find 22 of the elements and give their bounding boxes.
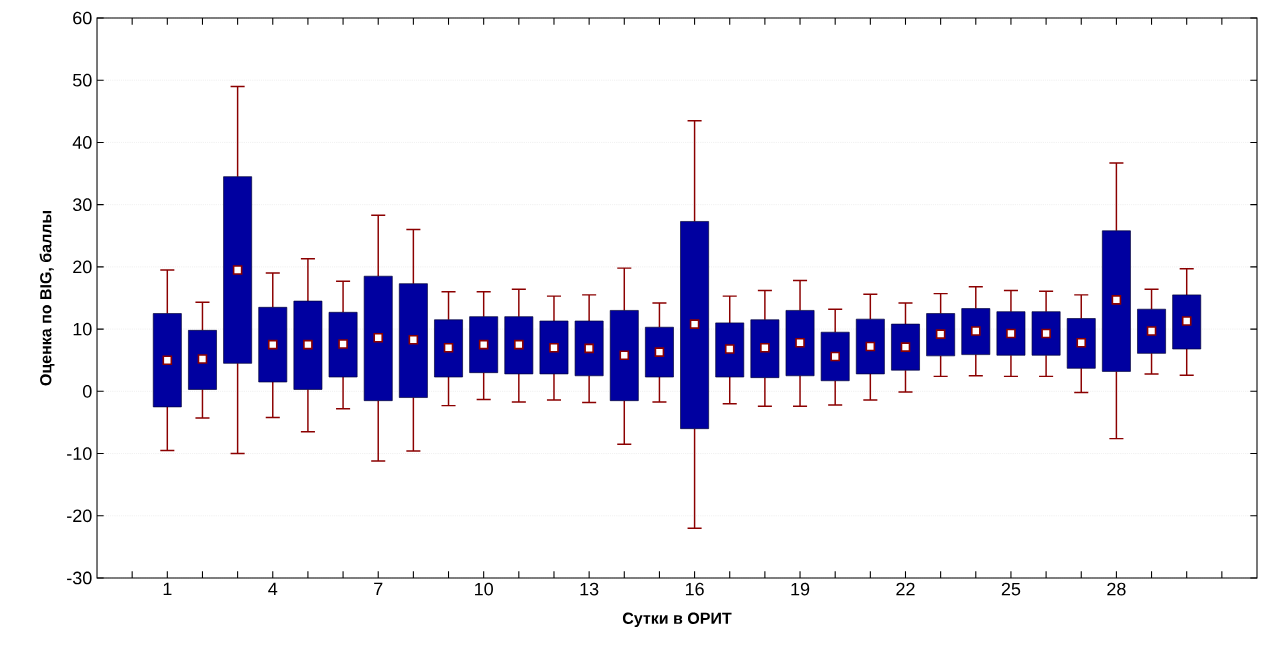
y-tick-label: -20 (67, 509, 92, 523)
y-tick-label: -10 (67, 447, 92, 460)
x-tick-label: 25 (1001, 582, 1021, 596)
x-tick-label: 13 (580, 582, 599, 596)
x-tick-label: 16 (685, 582, 704, 596)
y-axis-title: Оценка по BIG, баллы (39, 211, 55, 386)
x-tick-label: 19 (791, 582, 810, 596)
y-tick-label: 30 (72, 198, 92, 212)
x-tick-label: 4 (268, 582, 278, 596)
x-tick-label: 7 (374, 582, 383, 596)
y-tick-label: 50 (72, 73, 92, 87)
x-tick-label: 1 (163, 582, 172, 596)
y-tick-label: 20 (73, 260, 92, 274)
y-tick-label: 60 (73, 11, 92, 25)
x-tick-label: 28 (1107, 582, 1126, 596)
y-tick-label: -30 (67, 571, 92, 585)
x-axis-title: Сутки в ОРИТ (622, 612, 732, 628)
y-tick-label: 10 (73, 322, 92, 336)
x-tick-label: 10 (475, 582, 493, 596)
y-tick-label: 40 (72, 136, 92, 149)
x-tick-label: 22 (896, 582, 915, 596)
y-tick-label: 0 (83, 384, 92, 398)
